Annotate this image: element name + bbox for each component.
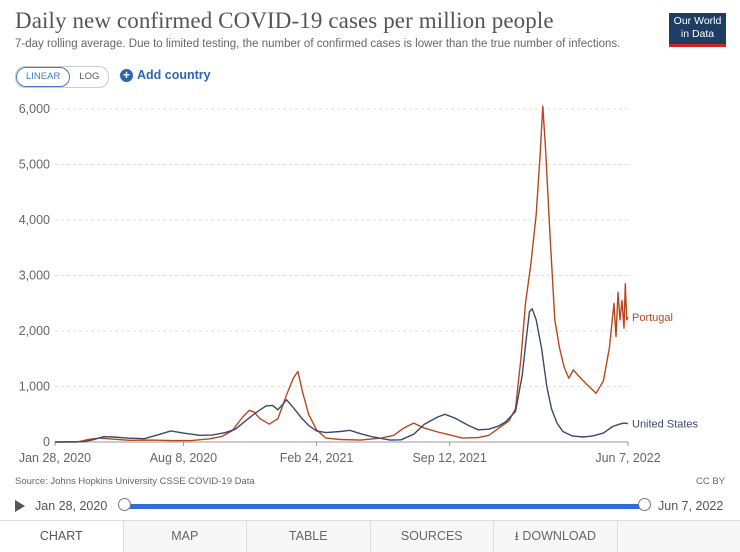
x-tick-label: Feb 24, 2021 [280,451,354,465]
x-tick-label: Sep 12, 2021 [412,451,486,465]
tab-chart[interactable]: CHART [0,521,124,552]
add-country-label: Add country [137,68,211,82]
tab-sources[interactable]: SOURCES [371,521,495,552]
line-chart: 0 1,000 2,000 3,000 4,000 5,000 6,000 Jan 28, … [0,95,740,470]
tab-download[interactable]: ⭳ DOWNLOAD [494,521,618,552]
log-scale-button[interactable]: LOG [70,67,108,87]
y-tick-label: 6,000 [19,102,50,116]
series-label: Portugal [632,312,673,324]
tab-table[interactable]: TABLE [247,521,371,552]
series-line-united-states [55,309,628,442]
owid-logo[interactable]: Our World in Data [669,13,726,47]
y-tick-label: 1,000 [19,380,50,394]
y-axis-ticks: 0 1,000 2,000 3,000 4,000 5,000 6,000 [19,102,50,449]
y-tick-label: 5,000 [19,158,50,172]
tab-bar: CHART MAP TABLE SOURCES ⭳ DOWNLOAD [0,520,740,552]
tab-map[interactable]: MAP [124,521,248,552]
chart-title: Daily new confirmed COVID-19 cases per m… [15,8,554,34]
series-lines [55,106,628,442]
y-tick-label: 0 [43,435,50,449]
timeline-track[interactable] [125,504,645,509]
series-label: United States [632,419,699,431]
logo-line1: Our World [669,15,726,28]
license-label[interactable]: CC BY [696,476,725,487]
download-icon: ⭳ [515,529,519,543]
timeline-end-handle[interactable] [638,498,651,511]
x-axis-ticks: Jan 28, 2020 Aug 8, 2020 Feb 24, 2021 Sep 1… [19,442,661,465]
timeline-end-label: Jun 7, 2022 [658,499,723,513]
timeline-start-handle[interactable] [118,498,131,511]
x-tick-label: Aug 8, 2020 [150,451,217,465]
grid-lines [55,109,628,442]
plus-circle-icon: + [120,69,133,82]
play-icon[interactable] [15,500,25,512]
source-note[interactable]: Source: Johns Hopkins University CSSE CO… [15,476,255,487]
tab-share[interactable] [618,521,740,552]
tab-download-label: DOWNLOAD [522,529,596,543]
timeline-start-label: Jan 28, 2020 [35,499,107,513]
chart-subtitle: 7-day rolling average. Due to limited te… [15,38,620,50]
scale-toggle: LINEAR LOG [15,66,109,88]
timeline: Jan 28, 2020 Jun 7, 2022 [15,495,730,517]
series-line-portugal [55,106,628,442]
x-tick-label: Jun 7, 2022 [595,451,660,465]
y-tick-label: 2,000 [19,324,50,338]
logo-line2: in Data [669,28,726,41]
y-tick-label: 3,000 [19,269,50,283]
linear-scale-button[interactable]: LINEAR [16,67,70,87]
series-labels: Portugal United States [632,312,699,431]
x-tick-label: Jan 28, 2020 [19,451,91,465]
y-tick-label: 4,000 [19,213,50,227]
add-country-button[interactable]: + Add country [120,68,211,82]
